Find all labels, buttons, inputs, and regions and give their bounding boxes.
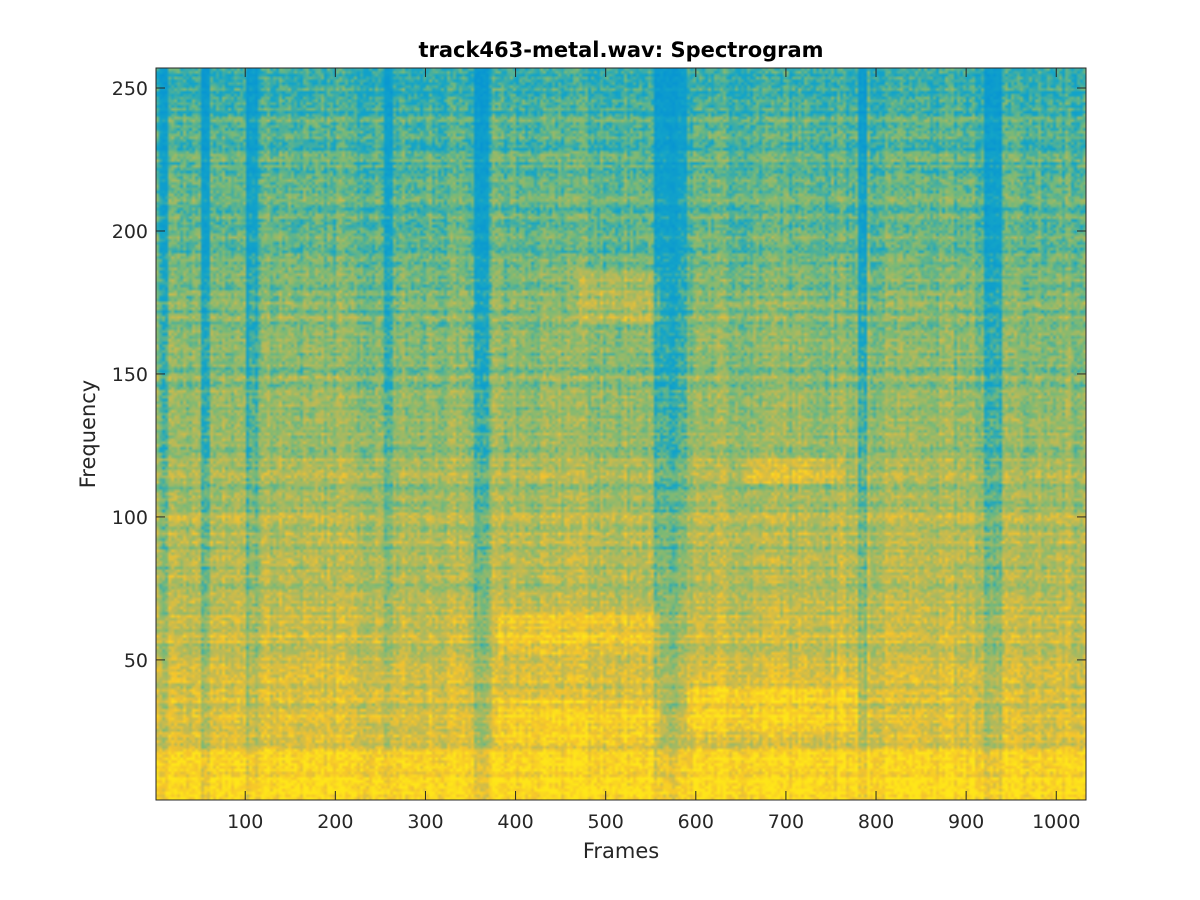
y-axis: 50 100 150 200 250 [112, 78, 1086, 672]
x-tick-label: 1000 [1032, 811, 1080, 833]
x-tick-label: 600 [678, 811, 714, 833]
x-axis-label: Frames [583, 839, 659, 863]
y-tick-label: 100 [112, 507, 148, 529]
axes-box [155, 67, 1087, 801]
y-tick-label: 150 [112, 364, 148, 386]
y-axis-label: Frequency [76, 380, 100, 489]
x-tick-label: 100 [227, 811, 263, 833]
spectrogram-pixels [156, 68, 1086, 800]
y-tick-label: 200 [112, 221, 148, 243]
x-tick-label: 700 [768, 811, 804, 833]
x-tick-label: 400 [497, 811, 533, 833]
y-tick-label: 250 [112, 78, 148, 100]
x-tick-label: 900 [948, 811, 984, 833]
spectrogram-image [156, 68, 1086, 800]
chart-title: track463-metal.wav: Spectrogram [418, 38, 823, 62]
x-tick-label: 300 [407, 811, 443, 833]
x-tick-label: 500 [588, 811, 624, 833]
x-axis: 100 200 300 400 500 600 700 800 900 1000 [227, 68, 1080, 833]
y-tick-label: 50 [124, 650, 148, 672]
x-tick-label: 200 [317, 811, 353, 833]
x-tick-label: 800 [858, 811, 894, 833]
